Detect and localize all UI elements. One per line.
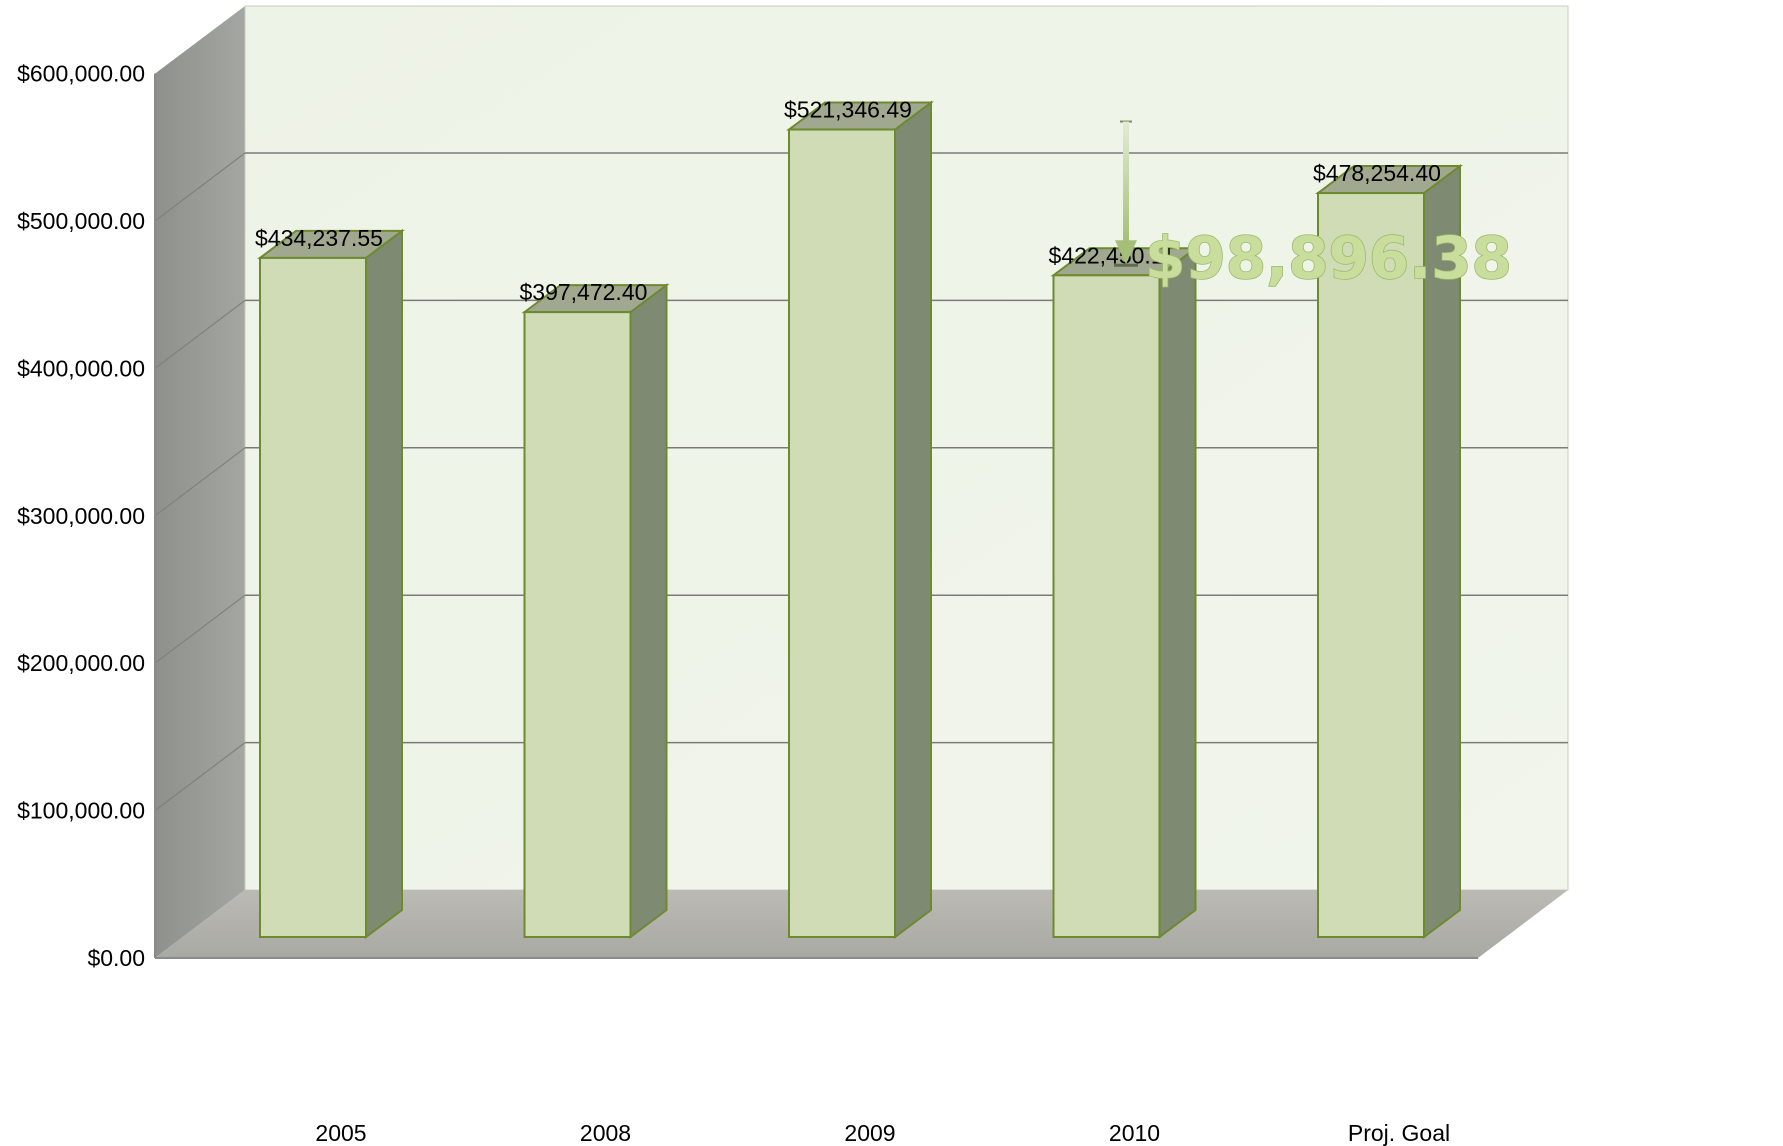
y-tick-label: $500,000.00 — [17, 208, 145, 234]
difference-annotation: $98,896.38 — [1114, 120, 1513, 293]
data-label: $521,346.49 — [784, 97, 912, 123]
bar — [256, 228, 406, 939]
x-tick-label: 2008 — [580, 1120, 631, 1146]
data-label: $422,450.11 — [1049, 242, 1175, 268]
y-tick-label: $100,000.00 — [17, 798, 145, 824]
bar-side-face — [894, 100, 932, 939]
x-tick-labels: 2005 2008 2009 2010 Proj. Goal — [315, 1120, 1450, 1146]
data-labels: $434,237.55 $397,472.40 $521,346.49 $422,45… — [255, 97, 1441, 306]
bar-front-face — [1052, 274, 1161, 938]
bars — [256, 100, 1463, 939]
gridline-side — [154, 447, 246, 517]
bar-side-face — [1158, 246, 1197, 939]
gridline-side — [154, 152, 246, 222]
bar-side-face — [365, 228, 403, 939]
annotation-arrow-head — [1115, 240, 1137, 265]
bar — [786, 100, 934, 939]
bar-front-face — [523, 311, 632, 938]
y-tick-label: $300,000.00 — [17, 503, 145, 529]
bar — [1050, 246, 1199, 939]
y-tick-label: $400,000.00 — [17, 355, 145, 381]
gridline-side — [154, 299, 246, 369]
bar-front-face — [788, 128, 896, 938]
bar — [1315, 164, 1463, 939]
data-label: $478,254.40 — [1313, 160, 1441, 186]
y-tick-labels: $0.00 $100,000.00 $200,000.00 $300,000.00 $4… — [17, 61, 145, 971]
y-tick-label: $200,000.00 — [17, 650, 145, 676]
x-tick-label: Proj. Goal — [1348, 1120, 1450, 1146]
x-tick-label: 2010 — [1109, 1120, 1160, 1146]
y-tick-label: $0.00 — [87, 945, 145, 971]
y-tick-label: $600,000.00 — [17, 61, 145, 87]
data-label: $434,237.55 — [255, 225, 383, 251]
x-tick-label: 2005 — [315, 1120, 366, 1146]
gridline-side — [154, 742, 246, 812]
bar — [521, 283, 670, 939]
bar-side-face — [629, 283, 668, 939]
annotation-text: $98,896.38 — [1145, 224, 1512, 292]
data-label: $397,472.40 — [520, 279, 648, 305]
gridline-side — [154, 594, 246, 664]
x-tick-label: 2009 — [844, 1120, 895, 1146]
annotation-arrow-shaft — [1123, 121, 1129, 243]
bar-front-face — [1317, 192, 1425, 938]
bar-front-face — [259, 256, 367, 938]
